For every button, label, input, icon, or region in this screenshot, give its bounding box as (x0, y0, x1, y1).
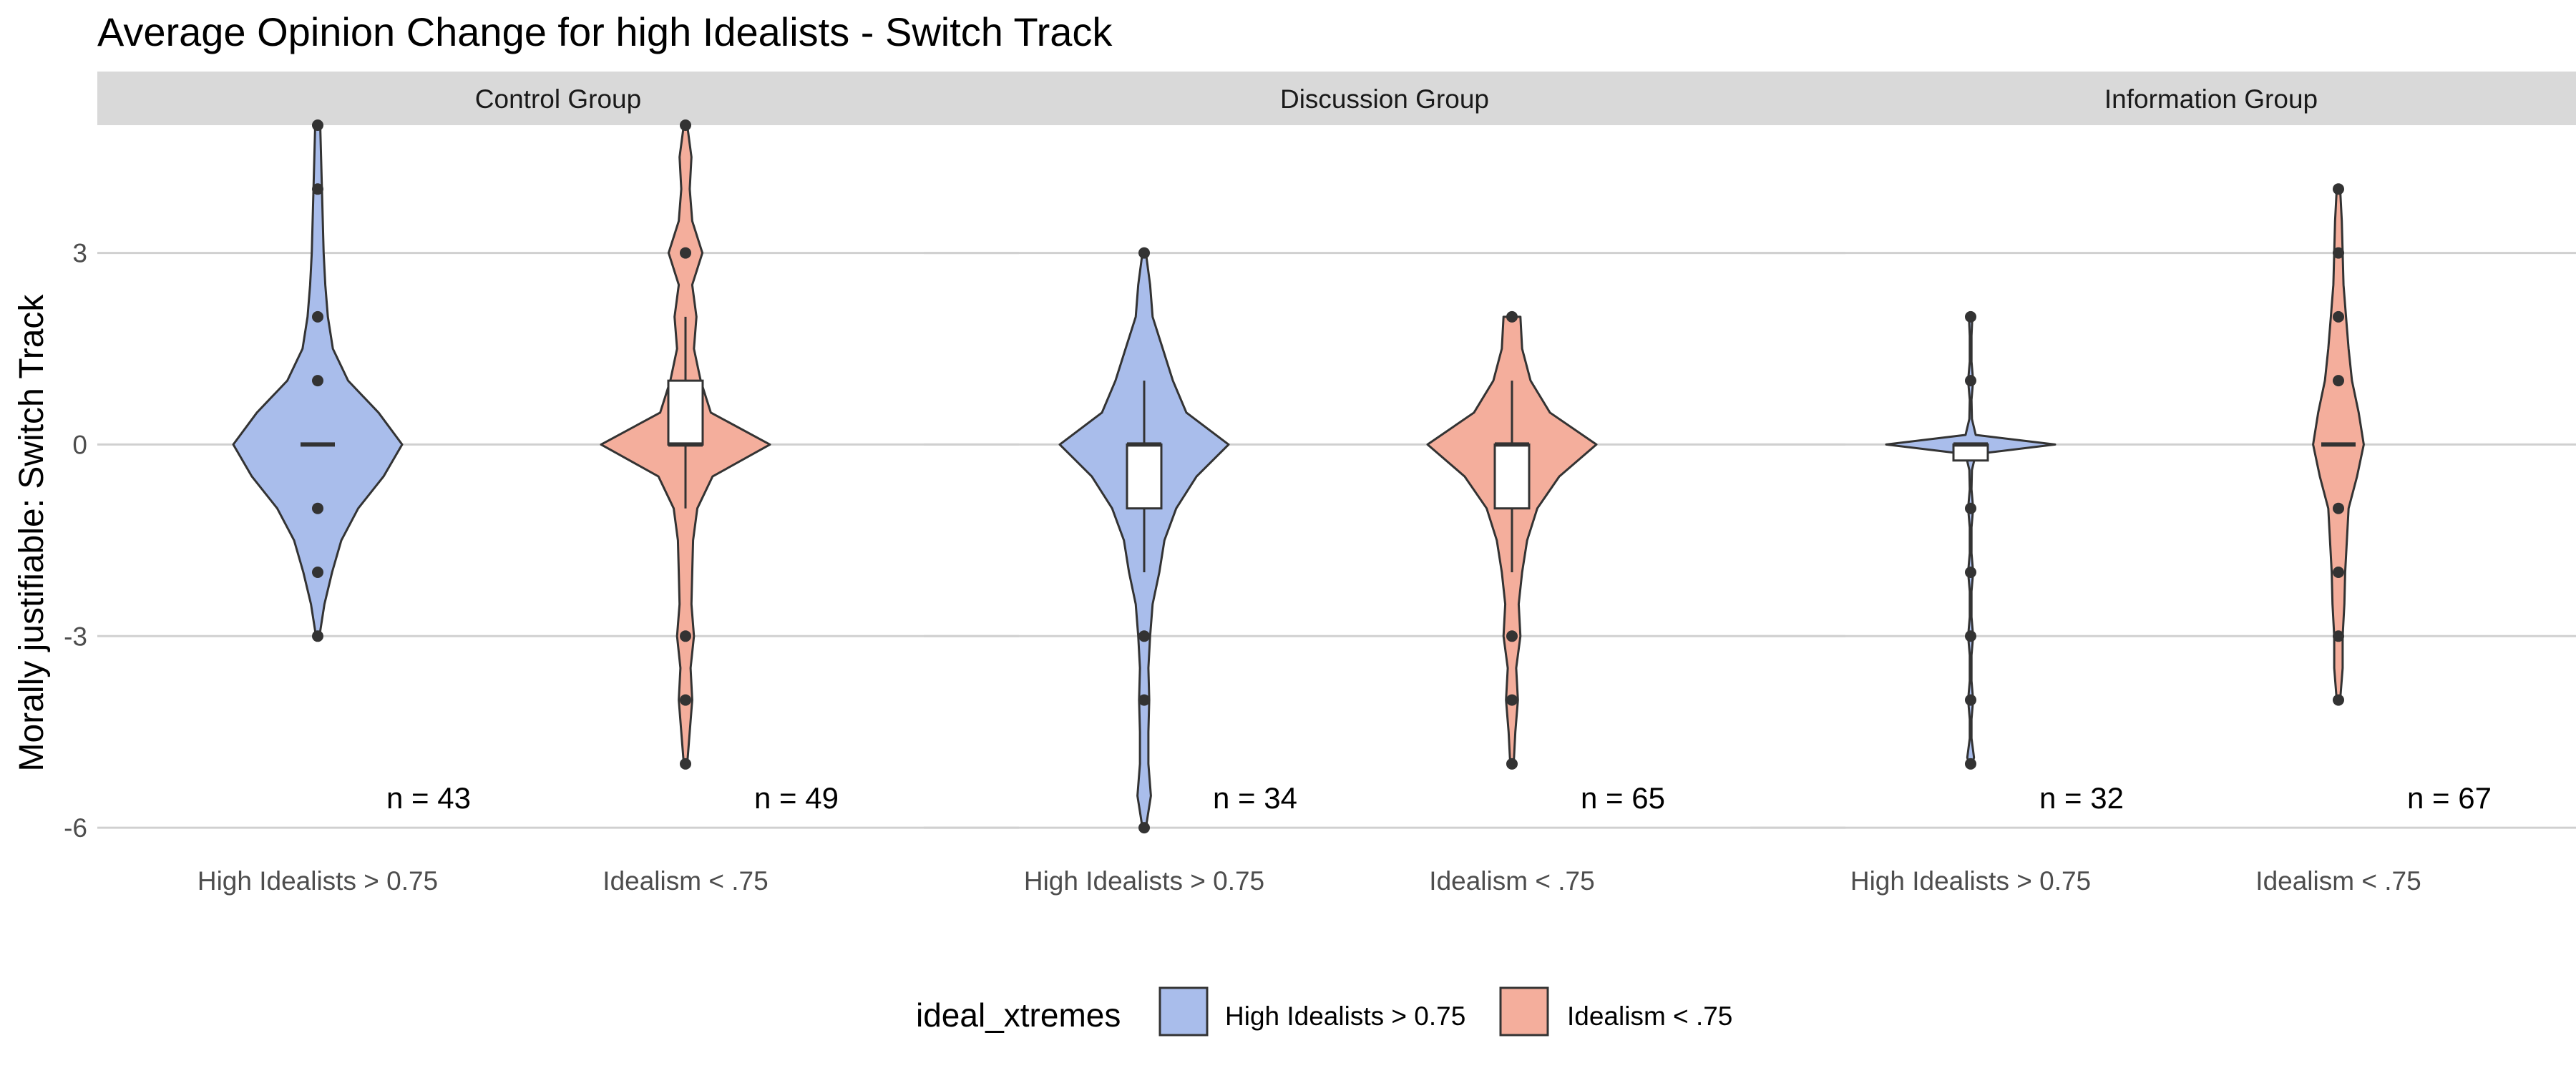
legend-label-idealism-low: Idealism < .75 (1567, 1001, 1732, 1031)
outlier-point (312, 119, 323, 131)
outlier-point (312, 630, 323, 642)
facet-strip-label: Control Group (475, 84, 641, 114)
facet-panel-discussion-group: Discussion Group n = 34 High Idealists > 0… (924, 72, 1845, 896)
outlier-point (1965, 630, 1976, 642)
n-count-label: n = 67 (2407, 781, 2492, 815)
legend-label-high-idealists: High Idealists > 0.75 (1225, 1001, 1465, 1031)
facet-strip-label: Discussion Group (1280, 84, 1489, 114)
outlier-point (312, 183, 323, 195)
facet-strip (97, 72, 1019, 125)
y-tick-label: -6 (64, 813, 87, 843)
outlier-point (1506, 758, 1518, 770)
facet-strip (924, 72, 1845, 125)
outlier-point (1965, 758, 1976, 770)
outlier-point (1965, 694, 1976, 706)
outlier-point (2333, 567, 2344, 578)
y-tick-label: -3 (64, 622, 87, 651)
n-count-label: n = 43 (386, 781, 471, 815)
outlier-point (2333, 630, 2344, 642)
iqr-box (1493, 443, 1531, 510)
outlier-point (1965, 310, 1976, 323)
n-count-label: n = 49 (754, 781, 839, 815)
group-idealism-75: n = 65 Idealism < .75 (1426, 310, 1665, 896)
facet-panel-control-group: Control Group n = 43 High Idealists > 0.75… (97, 72, 1019, 896)
legend-title: ideal_xtremes (916, 996, 1121, 1034)
y-tick-label: 3 (72, 239, 87, 268)
outlier-point (1965, 567, 1976, 578)
group-idealism-75: n = 49 Idealism < .75 (600, 119, 839, 896)
group-high-idealists-0-75: n = 34 High Idealists > 0.75 (1024, 247, 1297, 896)
group-high-idealists-0-75: n = 32 High Idealists > 0.75 (1850, 310, 2124, 896)
outlier-point (2333, 694, 2344, 706)
outlier-point (312, 502, 323, 514)
outlier-point (2333, 247, 2344, 259)
outlier-point (1965, 502, 1976, 514)
outlier-point (312, 375, 323, 387)
outlier-point (680, 119, 691, 131)
outlier-point (1138, 247, 1150, 259)
outlier-point (2333, 183, 2344, 195)
outlier-point (1965, 375, 1976, 387)
iqr-box (667, 379, 704, 446)
legend-swatch-idealism-low (1499, 986, 1549, 1037)
outlier-point (1506, 694, 1518, 706)
outlier-point (312, 567, 323, 578)
outlier-point (2333, 375, 2344, 387)
iqr-box (1126, 443, 1163, 510)
outlier-point (680, 630, 691, 642)
x-tick-label: Idealism < .75 (1429, 866, 1594, 896)
outlier-point (680, 758, 691, 770)
facet-strip (1750, 72, 2576, 125)
facet-panel-information-group: Information Group n = 32 High Idealists > … (1750, 72, 2576, 896)
n-count-label: n = 32 (2039, 781, 2124, 815)
facet-strip-label: Information Group (2104, 84, 2318, 114)
chart-title: Average Opinion Change for high Idealist… (97, 9, 1113, 54)
y-axis-title: Morally justifiable: Switch Track (13, 294, 51, 772)
outlier-point (680, 694, 691, 706)
outlier-point (2333, 502, 2344, 514)
outlier-point (680, 247, 691, 259)
x-tick-label: High Idealists > 0.75 (1850, 866, 2091, 896)
legend: ideal_xtremes High Idealists > 0.75 Idea… (916, 986, 1732, 1037)
x-tick-label: High Idealists > 0.75 (1024, 866, 1264, 896)
outlier-point (1138, 630, 1150, 642)
x-tick-label: Idealism < .75 (2255, 866, 2421, 896)
outlier-point (1138, 822, 1150, 834)
n-count-label: n = 65 (1581, 781, 1665, 815)
x-tick-label: High Idealists > 0.75 (197, 866, 438, 896)
outlier-point (1138, 694, 1150, 706)
outlier-point (1506, 630, 1518, 642)
iqr-box (1952, 443, 1989, 462)
group-high-idealists-0-75: n = 43 High Idealists > 0.75 (197, 119, 471, 896)
group-idealism-75: n = 67 Idealism < .75 (2255, 183, 2492, 896)
facet-panels: -6 -3 0 3 Control Group n = 43 High Idealists … (64, 72, 2576, 896)
outlier-point (312, 310, 323, 323)
legend-swatch-high-idealists (1158, 986, 1209, 1037)
outlier-point (2333, 310, 2344, 323)
outlier-point (1506, 310, 1518, 323)
y-tick-label: 0 (72, 430, 87, 459)
x-tick-label: Idealism < .75 (602, 866, 768, 896)
n-count-label: n = 34 (1213, 781, 1297, 815)
